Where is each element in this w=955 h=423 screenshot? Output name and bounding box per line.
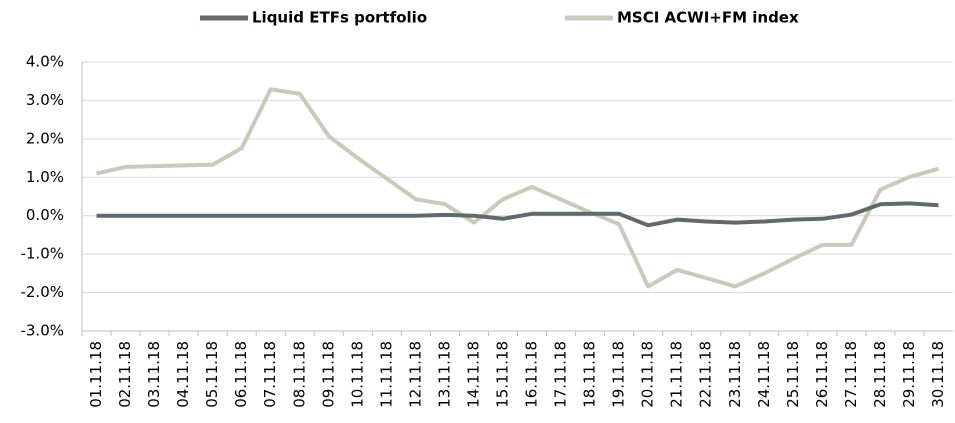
x-tick-label: 07.11.18 [261,341,279,408]
x-tick-label: 12.11.18 [406,341,424,408]
x-tick-label: 06.11.18 [232,341,250,408]
x-tick-label: 19.11.18 [610,341,628,408]
x-tick-label: 04.11.18 [174,341,192,408]
x-tick-label: 20.11.18 [639,341,657,408]
x-tick-label: 13.11.18 [435,341,453,408]
x-tick-label: 21.11.18 [668,341,686,408]
x-tick-label: 23.11.18 [726,341,744,408]
x-tick-label: 17.11.18 [552,341,570,408]
series-line [96,201,939,228]
legend-text: Liquid ETFs portfolio [252,9,427,27]
x-tick-label: 01.11.18 [87,341,105,408]
y-tick-label: 2.0% [26,129,64,147]
x-tick-label: 16.11.18 [523,341,541,408]
x-tick-label: 24.11.18 [755,341,773,408]
y-tick-label: -3.0% [20,322,64,340]
y-tick-label: 0.0% [26,206,64,224]
x-tick-label: 02.11.18 [116,341,134,408]
y-tick-label: 1.0% [26,168,64,186]
x-tick-label: 28.11.18 [871,341,889,408]
x-tick-label: 09.11.18 [319,341,337,408]
x-tick-label: 22.11.18 [697,341,715,408]
x-tick-label: 08.11.18 [290,341,308,408]
y-tick-label: 3.0% [26,91,64,109]
x-tick-label: 29.11.18 [900,341,918,408]
x-tick-label: 03.11.18 [145,341,163,408]
series-line [96,87,940,289]
x-tick-label: 15.11.18 [493,341,511,408]
x-tick-label: 05.11.18 [203,341,221,408]
x-tick-label: 11.11.18 [377,341,395,408]
x-tick-label: 18.11.18 [581,341,599,408]
x-tick-label: 26.11.18 [813,341,831,408]
y-tick-label: -1.0% [20,245,64,263]
y-tick-label: 4.0% [26,53,64,71]
legend-text: MSCI ACWI+FM index [617,9,799,27]
x-tick-label: 25.11.18 [784,341,802,408]
x-tick-label: 14.11.18 [464,341,482,408]
x-tick-label: 27.11.18 [842,341,860,408]
x-tick-label: 30.11.18 [929,341,947,408]
y-tick-label: -2.0% [20,283,64,301]
x-tick-label: 10.11.18 [348,341,366,408]
